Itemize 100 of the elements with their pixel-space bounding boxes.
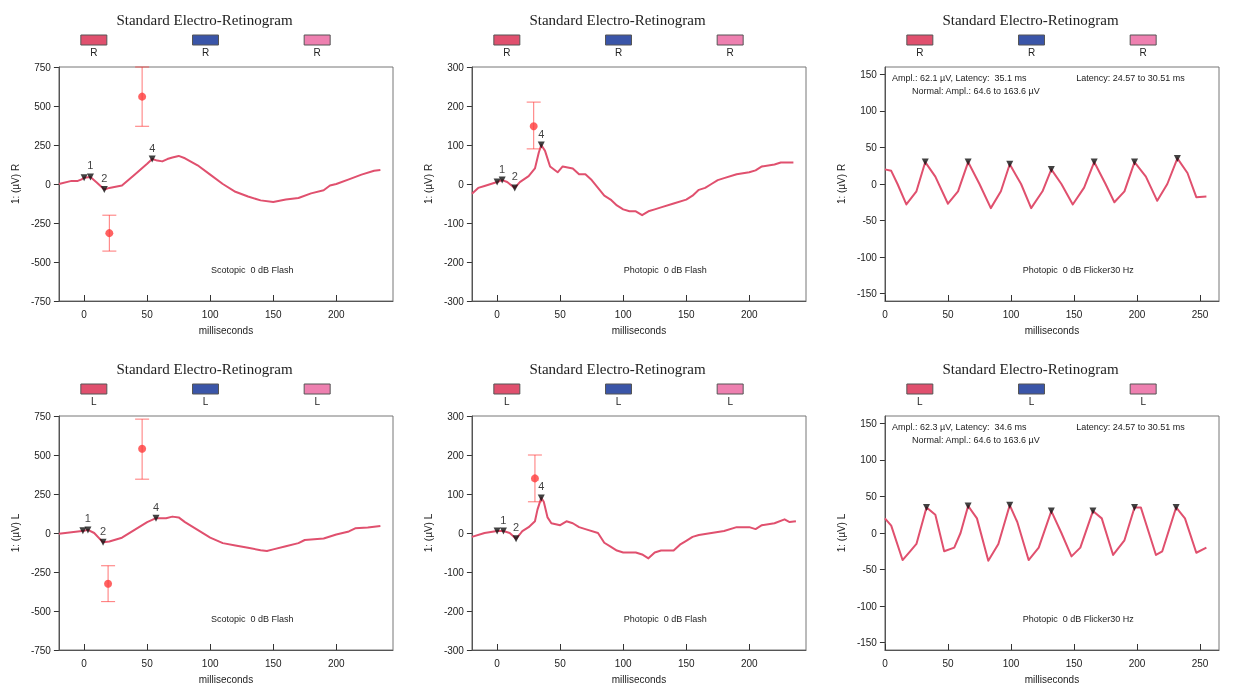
legend-label: L <box>1028 395 1035 407</box>
y-tick-label: 150 <box>860 68 878 80</box>
annotation: 1 <box>87 159 94 172</box>
annotation: 4 <box>538 127 545 140</box>
annotation: Photopic 0 dB Flash <box>623 264 707 275</box>
annotation: 4 <box>149 141 156 154</box>
point <box>1047 165 1055 173</box>
annotation: 2 <box>511 170 518 183</box>
x-tick-label: 0 <box>81 657 88 669</box>
y-tick-label: -300 <box>443 644 465 656</box>
legend-label: L <box>91 395 98 407</box>
x-tick-label: 0 <box>882 308 889 320</box>
legend-label: R <box>726 46 734 58</box>
legend-label: R <box>1027 46 1036 58</box>
x-axis-title: milliseconds <box>198 673 254 685</box>
annotation: 2 <box>99 524 107 537</box>
y-tick-label: -250 <box>30 217 52 229</box>
y-axis-title: 1: (µV) R <box>422 163 434 205</box>
point <box>80 174 88 182</box>
y-tick-label: 300 <box>447 61 465 73</box>
point <box>104 579 113 588</box>
x-tick-label: 50 <box>942 308 954 320</box>
annotation: 2 <box>101 171 108 184</box>
x-axis-title: milliseconds <box>198 324 254 336</box>
x-tick-label: 200 <box>740 657 759 669</box>
point <box>100 185 108 193</box>
x-tick-label: 150 <box>677 657 696 669</box>
chart-title: Standard Electro-Retinogram <box>116 360 293 377</box>
x-tick-label: 100 <box>1002 308 1020 320</box>
legend-label: R <box>201 46 210 58</box>
y-tick-label: -500 <box>30 605 52 617</box>
x-tick-label: 0 <box>494 657 501 669</box>
annotation: 1 <box>500 513 507 526</box>
y-tick-label: 0 <box>871 178 878 190</box>
point <box>84 526 92 534</box>
legend-label: R <box>90 46 98 58</box>
legend-label: L <box>202 395 209 407</box>
y-tick-label: 0 <box>45 178 52 190</box>
annotation: 1 <box>499 162 506 175</box>
y-tick-label: 250 <box>34 139 52 151</box>
x-tick-label: 250 <box>1191 308 1209 320</box>
y-axis-title: 1: (µV) L <box>422 513 434 553</box>
legend-label: L <box>504 395 511 407</box>
x-tick-label: 100 <box>614 657 632 669</box>
y-tick-label: -50 <box>862 215 878 227</box>
y-tick-label: -250 <box>30 566 52 578</box>
y-axis-title: 1: (µV) R <box>835 163 847 205</box>
annotation: Photopic 0 dB Flash <box>623 613 707 624</box>
legend-label: R <box>1139 46 1147 58</box>
chart-title: Standard Electro-Retinogram <box>942 360 1119 377</box>
legend-label: R <box>313 46 321 58</box>
x-tick-label: 100 <box>1002 657 1020 669</box>
x-tick-label: 200 <box>327 657 346 669</box>
y-tick-label: 500 <box>34 100 52 112</box>
x-tick-label: 150 <box>677 308 696 320</box>
y-tick-label: -100 <box>856 251 878 263</box>
x-tick-label: 50 <box>141 308 154 320</box>
y-tick-label: -750 <box>30 644 52 656</box>
annotation: Photopic 0 dB Flicker30 Hz <box>1022 613 1135 624</box>
annotation: Scotopic 0 dB Flash <box>211 264 294 275</box>
x-tick-label: 200 <box>740 308 759 320</box>
annotation: Latency: 24.57 to 30.51 ms <box>1076 421 1186 432</box>
x-tick-label: 200 <box>327 308 346 320</box>
x-axis-title: milliseconds <box>611 324 667 336</box>
line-series <box>470 496 797 560</box>
y-tick-label: 0 <box>45 527 52 539</box>
x-tick-label: 200 <box>1128 657 1146 669</box>
y-tick-label: -100 <box>856 600 878 612</box>
x-tick-label: 50 <box>554 308 567 320</box>
point <box>537 494 545 502</box>
x-tick-label: 250 <box>1191 657 1209 669</box>
y-tick-label: 0 <box>871 527 878 539</box>
y-tick-label: -750 <box>30 295 52 307</box>
x-tick-label: 200 <box>1128 308 1146 320</box>
annotation: Ampl.: 62.3 µV, Latency: 34.6 ms <box>892 421 1027 432</box>
point <box>1173 154 1181 162</box>
y-tick-label: 200 <box>447 449 465 461</box>
y-tick-label: -50 <box>862 564 878 576</box>
x-tick-label: 50 <box>141 657 154 669</box>
y-tick-label: 100 <box>860 105 878 117</box>
x-tick-label: 100 <box>201 657 219 669</box>
y-tick-label: -150 <box>856 637 878 649</box>
legend-label: R <box>916 46 924 58</box>
annotation: Scotopic 0 dB Flash <box>211 613 294 624</box>
x-tick-label: 50 <box>942 657 954 669</box>
point <box>138 92 147 101</box>
x-axis-title: milliseconds <box>1024 324 1080 336</box>
x-tick-label: 100 <box>201 308 219 320</box>
y-tick-label: 50 <box>865 490 878 502</box>
y-tick-label: 750 <box>34 61 52 73</box>
y-tick-label: -150 <box>856 288 878 300</box>
y-tick-label: 750 <box>34 410 52 422</box>
y-axis-title: 1: (µV) L <box>835 513 847 553</box>
legend-label: L <box>727 395 734 407</box>
point <box>105 229 114 238</box>
annotation: Ampl.: 62.1 µV, Latency: 35.1 ms <box>892 72 1027 83</box>
legend-label: R <box>614 46 623 58</box>
y-tick-label: -100 <box>443 217 465 229</box>
y-tick-label: -200 <box>443 605 465 617</box>
annotation: 4 <box>538 480 545 493</box>
